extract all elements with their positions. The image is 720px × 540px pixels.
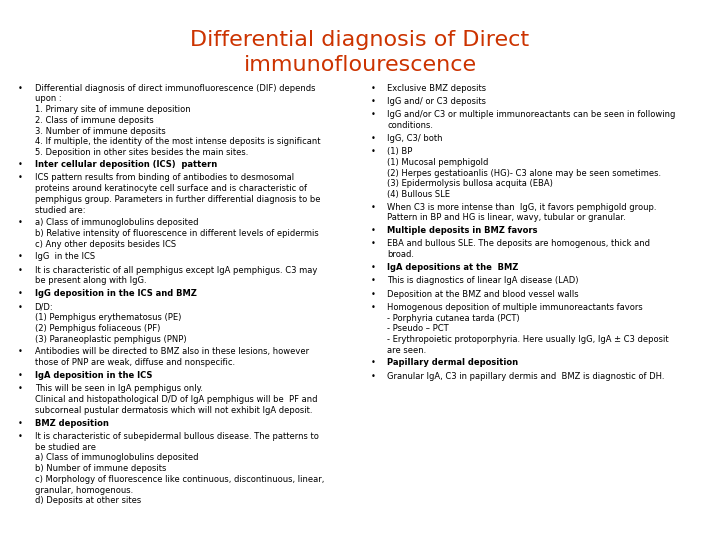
Text: •: • — [371, 359, 375, 367]
Text: When C3 is more intense than  IgG, it favors pemphigold group.
Pattern in BP and: When C3 is more intense than IgG, it fav… — [387, 202, 657, 222]
Text: •: • — [18, 266, 22, 275]
Text: Granular IgA, C3 in papillary dermis and  BMZ is diagnostic of DH.: Granular IgA, C3 in papillary dermis and… — [387, 372, 665, 381]
Text: •: • — [18, 173, 22, 183]
Text: •: • — [18, 384, 22, 394]
Text: •: • — [18, 160, 22, 169]
Text: It is characteristic of all pemphigus except IgA pemphigus. C3 may
be present al: It is characteristic of all pemphigus ex… — [35, 266, 317, 286]
Text: •: • — [18, 371, 22, 380]
Text: IgG, C3/ both: IgG, C3/ both — [387, 134, 443, 143]
Text: •: • — [18, 252, 22, 261]
Text: •: • — [371, 97, 375, 106]
Text: IgA deposition in the ICS: IgA deposition in the ICS — [35, 371, 152, 380]
Text: Multiple deposits in BMZ favors: Multiple deposits in BMZ favors — [387, 226, 538, 235]
Text: IgG and/or C3 or multiple immunoreactants can be seen in following
conditions.: IgG and/or C3 or multiple immunoreactant… — [387, 110, 676, 130]
Text: •: • — [371, 110, 375, 119]
Text: •: • — [371, 289, 375, 299]
Text: •: • — [18, 84, 22, 93]
Text: Antibodies will be directed to BMZ also in these lesions, however
those of PNP a: Antibodies will be directed to BMZ also … — [35, 348, 309, 367]
Text: •: • — [371, 226, 375, 235]
Text: Homogenous deposition of multiple immunoreactants favors
- Porphyria cutanea tar: Homogenous deposition of multiple immuno… — [387, 303, 669, 355]
Text: •: • — [371, 134, 375, 143]
Text: •: • — [18, 289, 22, 299]
Text: •: • — [371, 147, 375, 156]
Text: This will be seen in IgA pemphigus only.
Clinical and histopathological D/D of I: This will be seen in IgA pemphigus only.… — [35, 384, 317, 415]
Text: •: • — [18, 302, 22, 312]
Text: Differential diagnosis of Direct
immunoflourescence: Differential diagnosis of Direct immunof… — [190, 30, 530, 75]
Text: IgA depositions at the  BMZ: IgA depositions at the BMZ — [387, 263, 518, 272]
Text: •: • — [371, 202, 375, 212]
Text: D/D:
(1) Pemphigus erythematosus (PE)
(2) Pemphigus foliaceous (PF)
(3) Paraneop: D/D: (1) Pemphigus erythematosus (PE) (2… — [35, 302, 186, 344]
Text: a) Class of immunoglobulins deposited
b) Relative intensity of fluorescence in d: a) Class of immunoglobulins deposited b)… — [35, 218, 318, 248]
Text: •: • — [371, 276, 375, 286]
Text: BMZ deposition: BMZ deposition — [35, 418, 109, 428]
Text: IgG and/ or C3 deposits: IgG and/ or C3 deposits — [387, 97, 487, 106]
Text: •: • — [18, 432, 22, 441]
Text: Papillary dermal deposition: Papillary dermal deposition — [387, 359, 518, 367]
Text: IgG deposition in the ICS and BMZ: IgG deposition in the ICS and BMZ — [35, 289, 197, 299]
Text: Deposition at the BMZ and blood vessel walls: Deposition at the BMZ and blood vessel w… — [387, 289, 579, 299]
Text: Inter cellular deposition (ICS)  pattern: Inter cellular deposition (ICS) pattern — [35, 160, 217, 169]
Text: This is diagnostics of linear IgA disease (LAD): This is diagnostics of linear IgA diseas… — [387, 276, 579, 286]
Text: EBA and bullous SLE. The deposits are homogenous, thick and
broad.: EBA and bullous SLE. The deposits are ho… — [387, 240, 650, 259]
Text: •: • — [18, 218, 22, 227]
Text: •: • — [371, 84, 375, 93]
Text: It is characteristic of subepidermal bullous disease. The patterns to
be studied: It is characteristic of subepidermal bul… — [35, 432, 324, 505]
Text: (1) BP
(1) Mucosal pemphigold
(2) Herpes gestatioanlis (HG)- C3 alone may be see: (1) BP (1) Mucosal pemphigold (2) Herpes… — [387, 147, 662, 199]
Text: •: • — [371, 240, 375, 248]
Text: •: • — [18, 418, 22, 428]
Text: ICS pattern results from binding of antibodies to desmosomal
proteins around ker: ICS pattern results from binding of anti… — [35, 173, 320, 214]
Text: •: • — [18, 348, 22, 356]
Text: •: • — [371, 303, 375, 312]
Text: •: • — [371, 372, 375, 381]
Text: •: • — [371, 263, 375, 272]
Text: IgG  in the ICS: IgG in the ICS — [35, 252, 95, 261]
Text: Differential diagnosis of direct immunofluorescence (DIF) depends
upon :
1. Prim: Differential diagnosis of direct immunof… — [35, 84, 320, 157]
Text: Exclusive BMZ deposits: Exclusive BMZ deposits — [387, 84, 487, 93]
